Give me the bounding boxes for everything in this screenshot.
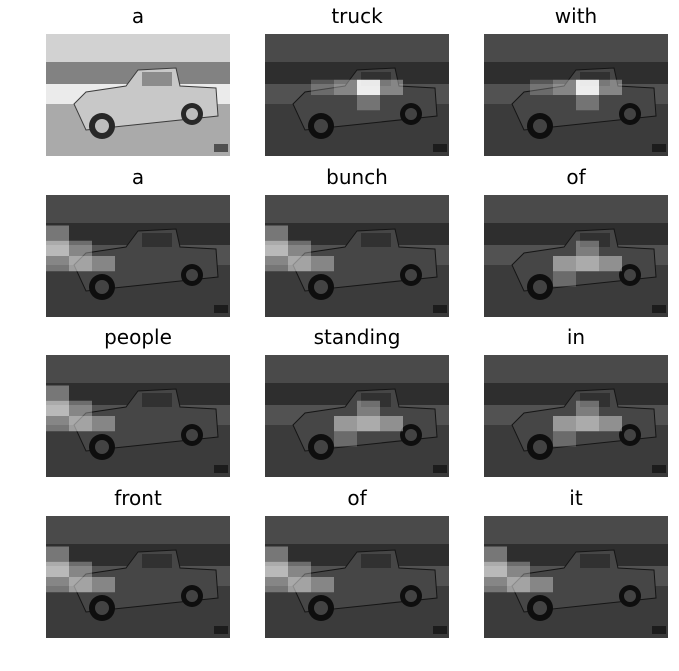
attention-cell xyxy=(46,385,69,401)
panel-word: it xyxy=(569,486,583,510)
attention-cell xyxy=(311,79,334,95)
attention-cell xyxy=(576,240,599,256)
panel-word: bunch xyxy=(326,165,388,189)
attention-cell xyxy=(69,256,92,272)
attention-cell xyxy=(288,256,311,272)
attention-cell xyxy=(46,400,69,416)
attention-cell xyxy=(288,577,311,593)
attention-cell xyxy=(599,416,622,432)
attention-cell xyxy=(334,416,357,432)
truck-image xyxy=(265,355,449,477)
attention-cell xyxy=(92,416,115,432)
attention-cell xyxy=(311,577,334,593)
attention-cell xyxy=(484,561,507,577)
truck-image xyxy=(46,195,230,317)
attention-cell xyxy=(530,79,553,95)
attention-cell xyxy=(69,400,92,416)
truck-image xyxy=(484,355,668,477)
attention-cell xyxy=(553,79,576,95)
attention-cell xyxy=(334,431,357,447)
attention-cell xyxy=(265,561,288,577)
attention-cell xyxy=(69,577,92,593)
truck-image xyxy=(46,355,230,477)
attention-cell xyxy=(576,95,599,111)
attention-cell xyxy=(265,577,288,593)
attention-cell xyxy=(46,416,69,432)
attention-cell xyxy=(553,256,576,272)
attention-cell xyxy=(599,79,622,95)
panel-word: of xyxy=(566,165,586,189)
truck-image xyxy=(46,34,230,156)
attention-cell xyxy=(576,79,599,95)
attention-cell xyxy=(507,577,530,593)
attention-cell xyxy=(288,240,311,256)
attention-cell xyxy=(484,577,507,593)
attention-cell xyxy=(265,546,288,562)
truck-image xyxy=(484,195,668,317)
attention-cell xyxy=(576,416,599,432)
panel-word: a xyxy=(131,4,145,28)
attention-cell xyxy=(553,416,576,432)
attention-cell xyxy=(69,416,92,432)
attention-cell xyxy=(576,400,599,416)
attention-cell xyxy=(69,240,92,256)
attention-cell xyxy=(357,95,380,111)
truck-image xyxy=(484,516,668,638)
panel-word: people xyxy=(104,325,172,349)
panel-word: standing xyxy=(313,325,401,349)
attention-cell xyxy=(288,561,311,577)
attention-cell xyxy=(357,400,380,416)
attention-cell xyxy=(92,577,115,593)
attention-cell xyxy=(530,577,553,593)
attention-cell xyxy=(46,240,69,256)
panel-word: front xyxy=(114,486,162,510)
panel-word: with xyxy=(554,4,598,28)
truck-image xyxy=(46,516,230,638)
attention-cell xyxy=(380,416,403,432)
attention-cell xyxy=(46,561,69,577)
attention-cell xyxy=(334,79,357,95)
attention-cell xyxy=(92,256,115,272)
truck-image xyxy=(265,195,449,317)
attention-cell xyxy=(357,79,380,95)
attention-cell xyxy=(46,546,69,562)
attention-cell xyxy=(553,271,576,287)
panel-word: a xyxy=(131,165,145,189)
attention-cell xyxy=(265,256,288,272)
attention-cell xyxy=(46,225,69,241)
truck-image xyxy=(265,516,449,638)
attention-cell xyxy=(265,240,288,256)
attention-cell xyxy=(507,561,530,577)
attention-cell xyxy=(265,225,288,241)
truck-image xyxy=(265,34,449,156)
attention-cell xyxy=(380,79,403,95)
attention-cell xyxy=(484,546,507,562)
attention-cell xyxy=(311,256,334,272)
attention-cell xyxy=(46,577,69,593)
attention-cell xyxy=(553,431,576,447)
panel-word: in xyxy=(566,325,586,349)
attention-cell xyxy=(357,416,380,432)
panel-word: of xyxy=(347,486,367,510)
attention-cell xyxy=(46,256,69,272)
truck-image xyxy=(484,34,668,156)
attention-cell xyxy=(576,256,599,272)
attention-cell xyxy=(599,256,622,272)
attention-cell xyxy=(69,561,92,577)
panel-word: truck xyxy=(331,4,383,28)
